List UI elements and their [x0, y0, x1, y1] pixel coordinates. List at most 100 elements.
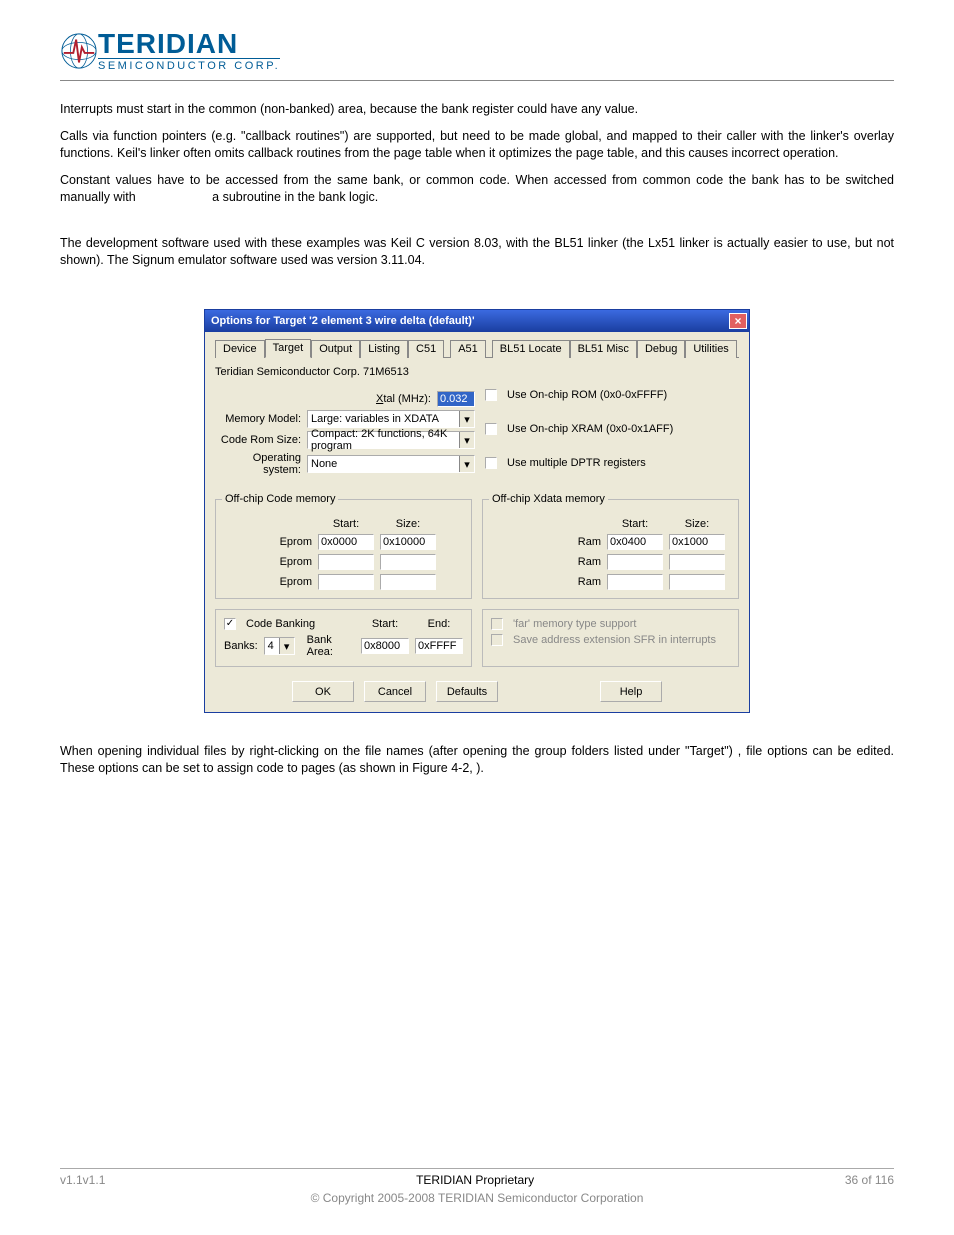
- os-label: Operating system:: [215, 452, 301, 476]
- para-3: Constant values have to be accessed from…: [60, 172, 894, 206]
- bank-col-start: Start:: [361, 618, 409, 630]
- code-rom-value: Compact: 2K functions, 64K program: [311, 428, 474, 452]
- offchip-xdata-legend: Off-chip Xdata memory: [489, 493, 608, 505]
- dialog-tabs: Device Target Output Listing C51 A51 BL5…: [215, 338, 739, 358]
- ok-button[interactable]: OK: [292, 681, 354, 702]
- os-select[interactable]: None ▾: [307, 455, 475, 473]
- close-icon: ×: [734, 315, 741, 327]
- xram-checkbox[interactable]: [485, 423, 497, 435]
- logo-brand: TERIDIAN: [98, 30, 280, 59]
- eprom1-size[interactable]: [380, 534, 436, 550]
- eprom1-start[interactable]: [318, 534, 374, 550]
- eprom-label-3: Eprom: [224, 576, 312, 588]
- save-addr-checkbox: [491, 634, 503, 646]
- ram-label-3: Ram: [491, 576, 601, 588]
- tab-bl51-misc[interactable]: BL51 Misc: [570, 340, 637, 358]
- far-label: 'far' memory type support: [513, 618, 636, 630]
- logo-mark-icon: [60, 32, 98, 70]
- close-button[interactable]: ×: [729, 313, 747, 329]
- mem-model-select[interactable]: Large: variables in XDATA ▾: [307, 410, 475, 428]
- tab-utilities[interactable]: Utilities: [685, 340, 736, 358]
- ram1-start[interactable]: [607, 534, 663, 550]
- tab-device[interactable]: Device: [215, 340, 265, 358]
- ram-label-2: Ram: [491, 556, 601, 568]
- page-footer: v1.1v1.1 TERIDIAN Proprietary 36 of 116 …: [60, 1168, 894, 1205]
- eprom2-size[interactable]: [380, 554, 436, 570]
- code-rom-select[interactable]: Compact: 2K functions, 64K program ▾: [307, 431, 475, 449]
- os-value: None: [311, 458, 337, 470]
- chevron-down-icon: ▾: [459, 456, 474, 472]
- dptr-label: Use multiple DPTR registers: [507, 457, 646, 469]
- code-rom-label: Code Rom Size:: [215, 434, 301, 446]
- device-line: Teridian Semiconductor Corp. 71M6513: [215, 366, 739, 378]
- bank-area-end[interactable]: [415, 638, 463, 654]
- save-addr-label: Save address extension SFR in interrupts: [513, 634, 716, 646]
- chevron-down-icon: ▾: [279, 638, 294, 654]
- bank-area-label: Bank Area:: [307, 634, 355, 658]
- eprom2-start[interactable]: [318, 554, 374, 570]
- ram1-size[interactable]: [669, 534, 725, 550]
- para-1: Interrupts must start in the common (non…: [60, 101, 894, 118]
- cancel-button[interactable]: Cancel: [364, 681, 426, 702]
- offchip-xdata-group: Off-chip Xdata memory Start: Size: Ram R…: [482, 499, 739, 599]
- xtal-label: Xtal (MHz):: [376, 393, 431, 405]
- code-banking-checkbox[interactable]: [224, 618, 236, 630]
- banks-value: 4: [268, 640, 274, 652]
- para-2: Calls via function pointers (e.g. "callb…: [60, 128, 894, 162]
- ram3-start[interactable]: [607, 574, 663, 590]
- footer-copyright: © Copyright 2005-2008 TERIDIAN Semicondu…: [60, 1191, 894, 1205]
- ram3-size[interactable]: [669, 574, 725, 590]
- ram2-start[interactable]: [607, 554, 663, 570]
- chevron-down-icon: ▾: [459, 411, 474, 427]
- xram-label: Use On-chip XRAM (0x0-0x1AFF): [507, 423, 673, 435]
- col-start: Start:: [318, 518, 374, 530]
- footer-right: 36 of 116: [845, 1173, 894, 1187]
- code-banking-label: Code Banking: [246, 618, 318, 630]
- tab-debug[interactable]: Debug: [637, 340, 685, 358]
- tab-target[interactable]: Target: [265, 339, 312, 358]
- mem-model-label: Memory Model:: [215, 413, 301, 425]
- col-start-x: Start:: [607, 518, 663, 530]
- banks-label: Banks:: [224, 640, 258, 652]
- dptr-checkbox[interactable]: [485, 457, 497, 469]
- dialog-titlebar[interactable]: Options for Target '2 element 3 wire del…: [205, 310, 749, 332]
- eprom3-size[interactable]: [380, 574, 436, 590]
- tab-c51[interactable]: C51: [408, 340, 444, 358]
- eprom-label-2: Eprom: [224, 556, 312, 568]
- bank-col-end: End:: [415, 618, 463, 630]
- rom-label: Use On-chip ROM (0x0-0xFFFF): [507, 389, 667, 401]
- far-memory-group: 'far' memory type support Save address e…: [482, 609, 739, 667]
- mem-model-value: Large: variables in XDATA: [311, 413, 439, 425]
- tab-a51[interactable]: A51: [450, 340, 486, 358]
- far-checkbox: [491, 618, 503, 630]
- help-button[interactable]: Help: [600, 681, 662, 702]
- logo: TERIDIAN SEMICONDUCTOR CORP.: [60, 30, 280, 72]
- page-header: TERIDIAN SEMICONDUCTOR CORP.: [60, 30, 894, 81]
- tab-listing[interactable]: Listing: [360, 340, 408, 358]
- bank-area-start[interactable]: [361, 638, 409, 654]
- eprom-label-1: Eprom: [224, 536, 312, 548]
- options-dialog: Options for Target '2 element 3 wire del…: [204, 309, 750, 713]
- banks-select[interactable]: 4 ▾: [264, 637, 295, 655]
- tab-output[interactable]: Output: [311, 340, 360, 358]
- footer-center: TERIDIAN Proprietary: [416, 1173, 534, 1187]
- ram-label-1: Ram: [491, 536, 601, 548]
- col-size: Size:: [380, 518, 436, 530]
- offchip-code-legend: Off-chip Code memory: [222, 493, 338, 505]
- tab-bl51-locate[interactable]: BL51 Locate: [492, 340, 570, 358]
- logo-sub: SEMICONDUCTOR CORP.: [98, 59, 280, 72]
- para-4: The development software used with these…: [60, 235, 894, 269]
- para-3a: Constant values have to be accessed from…: [60, 173, 894, 204]
- defaults-button[interactable]: Defaults: [436, 681, 498, 702]
- rom-checkbox[interactable]: [485, 389, 497, 401]
- para-5: When opening individual files by right-c…: [60, 743, 894, 777]
- col-size-x: Size:: [669, 518, 725, 530]
- footer-left: v1.1v1.1: [60, 1173, 105, 1187]
- eprom3-start[interactable]: [318, 574, 374, 590]
- dialog-buttons: OK Cancel Defaults Help: [215, 681, 739, 702]
- xtal-input[interactable]: [437, 391, 475, 407]
- ram2-size[interactable]: [669, 554, 725, 570]
- code-banking-group: Code Banking Start: End: Banks: 4 ▾ Bank…: [215, 609, 472, 667]
- offchip-code-group: Off-chip Code memory Start: Size: Eprom …: [215, 499, 472, 599]
- para-3b: a subroutine in the bank logic.: [212, 190, 378, 204]
